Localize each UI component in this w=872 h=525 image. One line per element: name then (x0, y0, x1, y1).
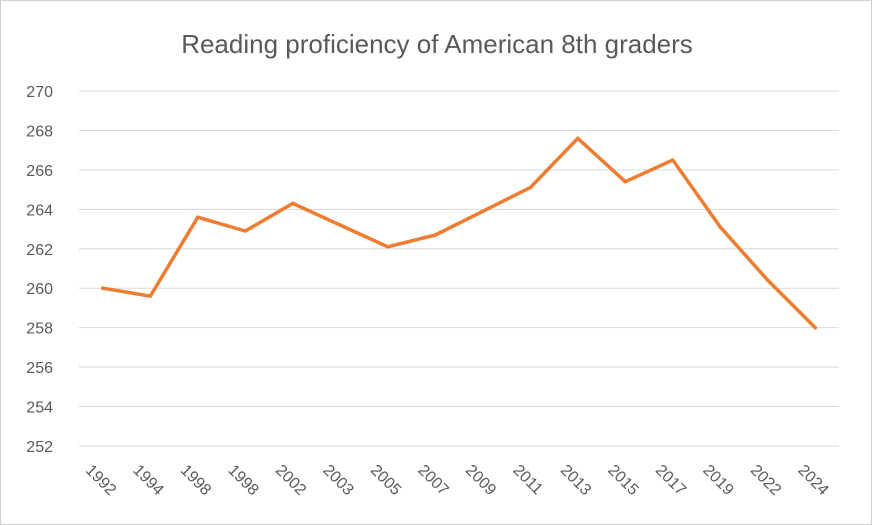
y-tick-label: 252 (26, 439, 53, 456)
data-point-2019 (718, 225, 722, 229)
y-tick-label: 254 (26, 400, 53, 417)
y-tick-label: 258 (26, 321, 53, 338)
y-tick-label: 256 (26, 360, 53, 377)
x-tick-label: 1998 (224, 462, 261, 499)
data-point-1994 (148, 294, 152, 298)
data-point-1992 (101, 286, 105, 290)
y-tick-label: 260 (26, 281, 53, 298)
data-point-2013 (576, 136, 580, 141)
y-tick-label: 270 (26, 84, 53, 101)
x-tick-label: 2017 (652, 462, 689, 499)
x-tick-label: 2024 (794, 462, 831, 499)
x-tick-label: 1994 (129, 462, 166, 499)
data-point-2009 (481, 209, 485, 214)
x-tick-label: 2013 (557, 462, 594, 499)
x-tick-label: 2011 (509, 462, 545, 498)
y-axis-ticks: 270 268 266 264 262 260 258 256 254 252 (26, 84, 53, 456)
x-tick-label: 2003 (319, 462, 356, 499)
data-point-1998 (243, 229, 247, 233)
data-point-1998 (196, 215, 200, 219)
x-tick-label: 2005 (367, 462, 404, 499)
y-tick-label: 264 (26, 202, 53, 219)
data-point-2017 (671, 158, 675, 162)
data-point-2015 (623, 179, 627, 184)
x-tick-label: 1992 (82, 462, 119, 499)
data-point-2003 (338, 223, 342, 227)
data-point-2005 (386, 245, 390, 249)
data-point-2007 (433, 233, 437, 237)
y-tick-label: 266 (26, 163, 53, 180)
x-tick-label: 2009 (462, 462, 499, 499)
x-tick-label: 2019 (699, 462, 736, 499)
x-tick-label: 2015 (604, 462, 641, 499)
data-point-2002 (291, 201, 295, 206)
chart-title: Reading proficiency of American 8th grad… (181, 29, 693, 59)
series-line-0 (101, 136, 818, 330)
x-tick-label: 2007 (414, 462, 451, 499)
x-tick-label: 2022 (747, 462, 784, 499)
data-point-2011 (528, 185, 532, 190)
y-tick-label: 262 (26, 242, 53, 259)
gridlines (79, 90, 839, 447)
series-layer (101, 136, 818, 330)
x-axis-ticks: 1992 1994 1998 1998 2002 2003 2005 2007 2009 2011… (82, 462, 832, 499)
data-point-2024 (813, 325, 817, 330)
x-tick-label: 1998 (177, 462, 214, 499)
x-tick-label: 2002 (272, 462, 309, 499)
data-point-2022 (766, 278, 770, 283)
y-tick-label: 268 (26, 123, 53, 140)
